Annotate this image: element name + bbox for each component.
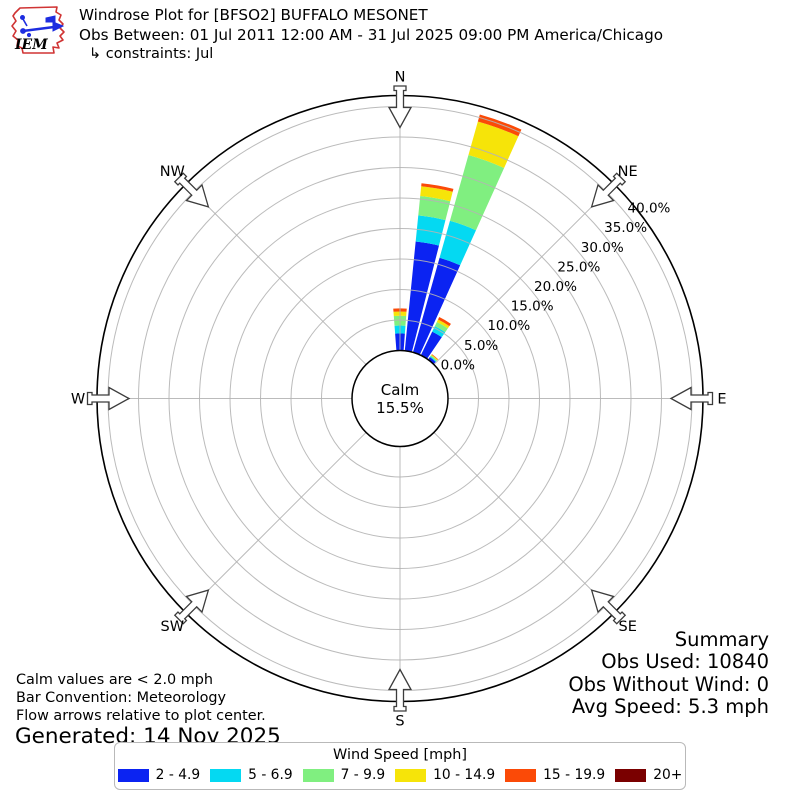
flow-arrow-e — [669, 386, 714, 411]
legend-label: 5 - 6.9 — [248, 767, 293, 783]
compass-label-sw: SW — [161, 619, 185, 635]
calm-label: Calm — [381, 381, 419, 399]
legend-entry: 7 - 9.9 — [302, 767, 386, 783]
grid-spoke — [433, 183, 615, 365]
calm-circle — [351, 349, 449, 448]
radial-tick-label: 0.0% — [441, 357, 475, 373]
legend-row: 2 - 4.9 5 - 6.9 7 - 9.9 10 - 14.9 15 - 19.9 2… — [115, 767, 685, 783]
legend-entry: 10 - 14.9 — [395, 767, 495, 783]
grid-spoke — [185, 432, 367, 614]
summary-block: Summary Obs Used: 10840 Obs Without Wind… — [568, 628, 769, 719]
radial-tick-label: 40.0% — [628, 201, 671, 217]
compass-label-w: W — [71, 392, 85, 408]
calm-percent: 15.5% — [376, 399, 424, 417]
flow-arrow-s — [387, 668, 413, 712]
compass-label-ne: NE — [618, 164, 638, 180]
radial-tick-label: 5.0% — [464, 338, 498, 354]
summary-obs-used: Obs Used: 10840 — [601, 650, 769, 674]
legend-swatch — [210, 768, 242, 782]
radial-tick-label: 10.0% — [487, 318, 530, 334]
compass-label-s: S — [395, 714, 404, 730]
flow-arrow-w — [86, 386, 131, 411]
note-arrows: Flow arrows relative to plot center. — [16, 707, 266, 724]
wind-speed-legend: Wind Speed [mph] 2 - 4.9 5 - 6.9 7 - 9.9 10… — [114, 742, 686, 790]
page-title: Windrose Plot for [BFSO2] BUFFALO MESONE… — [79, 6, 428, 24]
legend-title: Wind Speed [mph] — [333, 747, 467, 763]
weather-vane-icon — [20, 15, 65, 38]
radial-tick-label: 20.0% — [534, 279, 577, 295]
legend-entry: 2 - 4.9 — [117, 767, 201, 783]
legend-swatch — [615, 768, 647, 782]
wind-bar-segment — [430, 355, 438, 362]
legend-label: 7 - 9.9 — [340, 767, 386, 783]
radial-tick-label: 30.0% — [581, 240, 624, 256]
wind-bar-segment — [421, 183, 454, 192]
summary-title: Summary — [674, 628, 769, 651]
wind-bar-segment — [412, 257, 461, 355]
flow-arrow-n — [387, 85, 413, 129]
legend-entry: 5 - 6.9 — [210, 767, 293, 783]
wind-bar-segment — [436, 319, 450, 329]
header-text: Windrose Plot for [BFSO2] BUFFALO MESONE… — [79, 6, 663, 64]
summary-avg-speed: Avg Speed: 5.3 mph — [571, 695, 769, 719]
radial-tick-label: 35.0% — [604, 220, 647, 236]
wind-bar-segment — [438, 317, 451, 327]
flow-arrow-nw — [173, 172, 210, 208]
obs-between: Obs Between: 01 Jul 2011 12:00 AM - 31 J… — [79, 25, 664, 44]
plot-notes: Calm values are < 2.0 mph Bar Convention… — [16, 672, 266, 725]
wind-bar-segment — [428, 357, 436, 365]
flow-arrow-sw — [173, 589, 210, 625]
wind-bar-segment — [434, 321, 448, 333]
legend-swatch — [117, 768, 149, 782]
legend-label: 10 - 14.9 — [433, 767, 496, 783]
radial-tick-label: 25.0% — [557, 259, 600, 275]
note-calm: Calm values are < 2.0 mph — [16, 672, 214, 688]
constraints: ↳ constraints: Jul — [89, 46, 214, 62]
compass-label-nw: NW — [160, 164, 185, 180]
wind-bar-segment — [468, 121, 519, 168]
wind-bar-segment — [431, 354, 438, 361]
wind-bar-segment — [439, 220, 476, 266]
wind-bar-segment — [404, 241, 439, 352]
wind-bar-segment — [429, 356, 437, 362]
legend-entry: 20+ — [615, 767, 682, 783]
legend-swatch — [395, 768, 427, 782]
wind-bar-segment — [431, 354, 439, 360]
wind-bar-segment — [415, 215, 446, 246]
iem-logo: IEM — [11, 6, 65, 54]
note-convention: Bar Convention: Meteorology — [16, 689, 227, 706]
compass-label-se: SE — [619, 619, 637, 635]
wind-bar-segment — [420, 186, 453, 202]
iem-logo-text: IEM — [14, 37, 48, 53]
legend-swatch — [302, 768, 334, 782]
wind-bar-segment — [449, 154, 505, 231]
grid-spoke — [433, 432, 615, 614]
summary-obs-without-wind: Obs Without Wind: 0 — [568, 672, 769, 696]
legend-label: 20+ — [653, 767, 683, 783]
legend-label: 15 - 19.9 — [543, 767, 606, 783]
wind-bar-segment — [420, 331, 442, 359]
grid-spoke — [185, 183, 367, 365]
legend-entry: 15 - 19.9 — [505, 767, 605, 783]
flow-arrow-ne — [590, 172, 627, 208]
flow-arrow-se — [590, 589, 627, 625]
compass-label-n: N — [395, 70, 406, 86]
legend-label: 2 - 4.9 — [155, 767, 201, 783]
radial-tick-label: 15.0% — [511, 299, 554, 315]
legend-swatch — [505, 768, 537, 782]
compass-label-e: E — [717, 392, 726, 408]
